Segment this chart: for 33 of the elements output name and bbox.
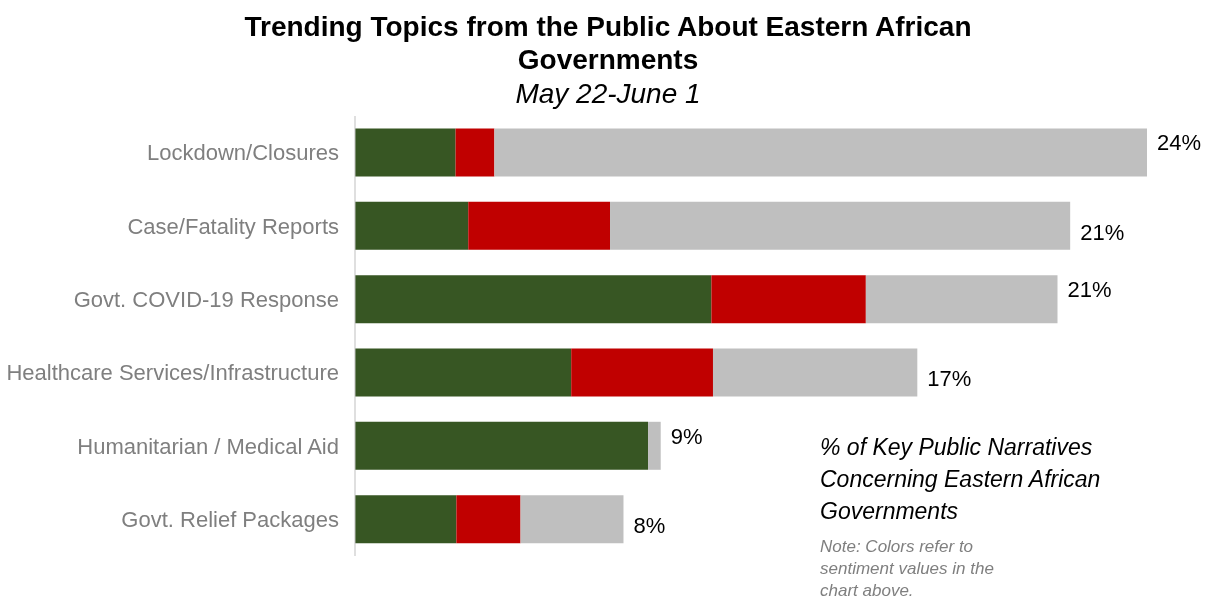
chart-subtitle: May 22-June 1 <box>514 77 702 111</box>
bar <box>355 495 457 544</box>
bar <box>355 275 712 324</box>
bar <box>571 348 713 397</box>
y-tick-label: Govt. Relief Packages <box>121 507 339 533</box>
annotation: 17% <box>927 366 972 392</box>
y-tick-label: Case/Fatality Reports <box>127 213 339 239</box>
bar <box>355 348 572 397</box>
bar <box>712 348 918 397</box>
bar <box>648 421 661 470</box>
bar <box>355 128 456 177</box>
bar <box>355 201 469 250</box>
annotation: 9% <box>670 423 703 449</box>
bar <box>455 128 495 177</box>
bar <box>494 128 1147 177</box>
annotation: 8% <box>633 513 666 539</box>
annotation: % of Key Public Narratives Concerning Eastern African Governments <box>820 433 1102 526</box>
annotation: 21% <box>1067 277 1112 303</box>
bar <box>468 201 611 250</box>
annotation: 24% <box>1157 130 1202 156</box>
bar <box>711 275 866 324</box>
annotation: Note: Colors refer to sentiment values in the chart above. <box>820 536 995 602</box>
y-tick-label: Humanitarian / Medical Aid <box>77 433 339 459</box>
bar <box>355 421 649 470</box>
bar <box>865 275 1058 324</box>
chart-title: Trending Topics from the Public About Eastern African Governments <box>243 10 973 76</box>
bar <box>520 495 624 544</box>
y-tick-label: Healthcare Services/Infrastructure <box>6 360 339 386</box>
y-tick-label: Lockdown/Closures <box>147 140 339 166</box>
bar <box>610 201 1071 250</box>
y-tick-label: Govt. COVID-19 Response <box>73 287 339 313</box>
annotation: 21% <box>1080 219 1125 245</box>
bar <box>456 495 521 544</box>
